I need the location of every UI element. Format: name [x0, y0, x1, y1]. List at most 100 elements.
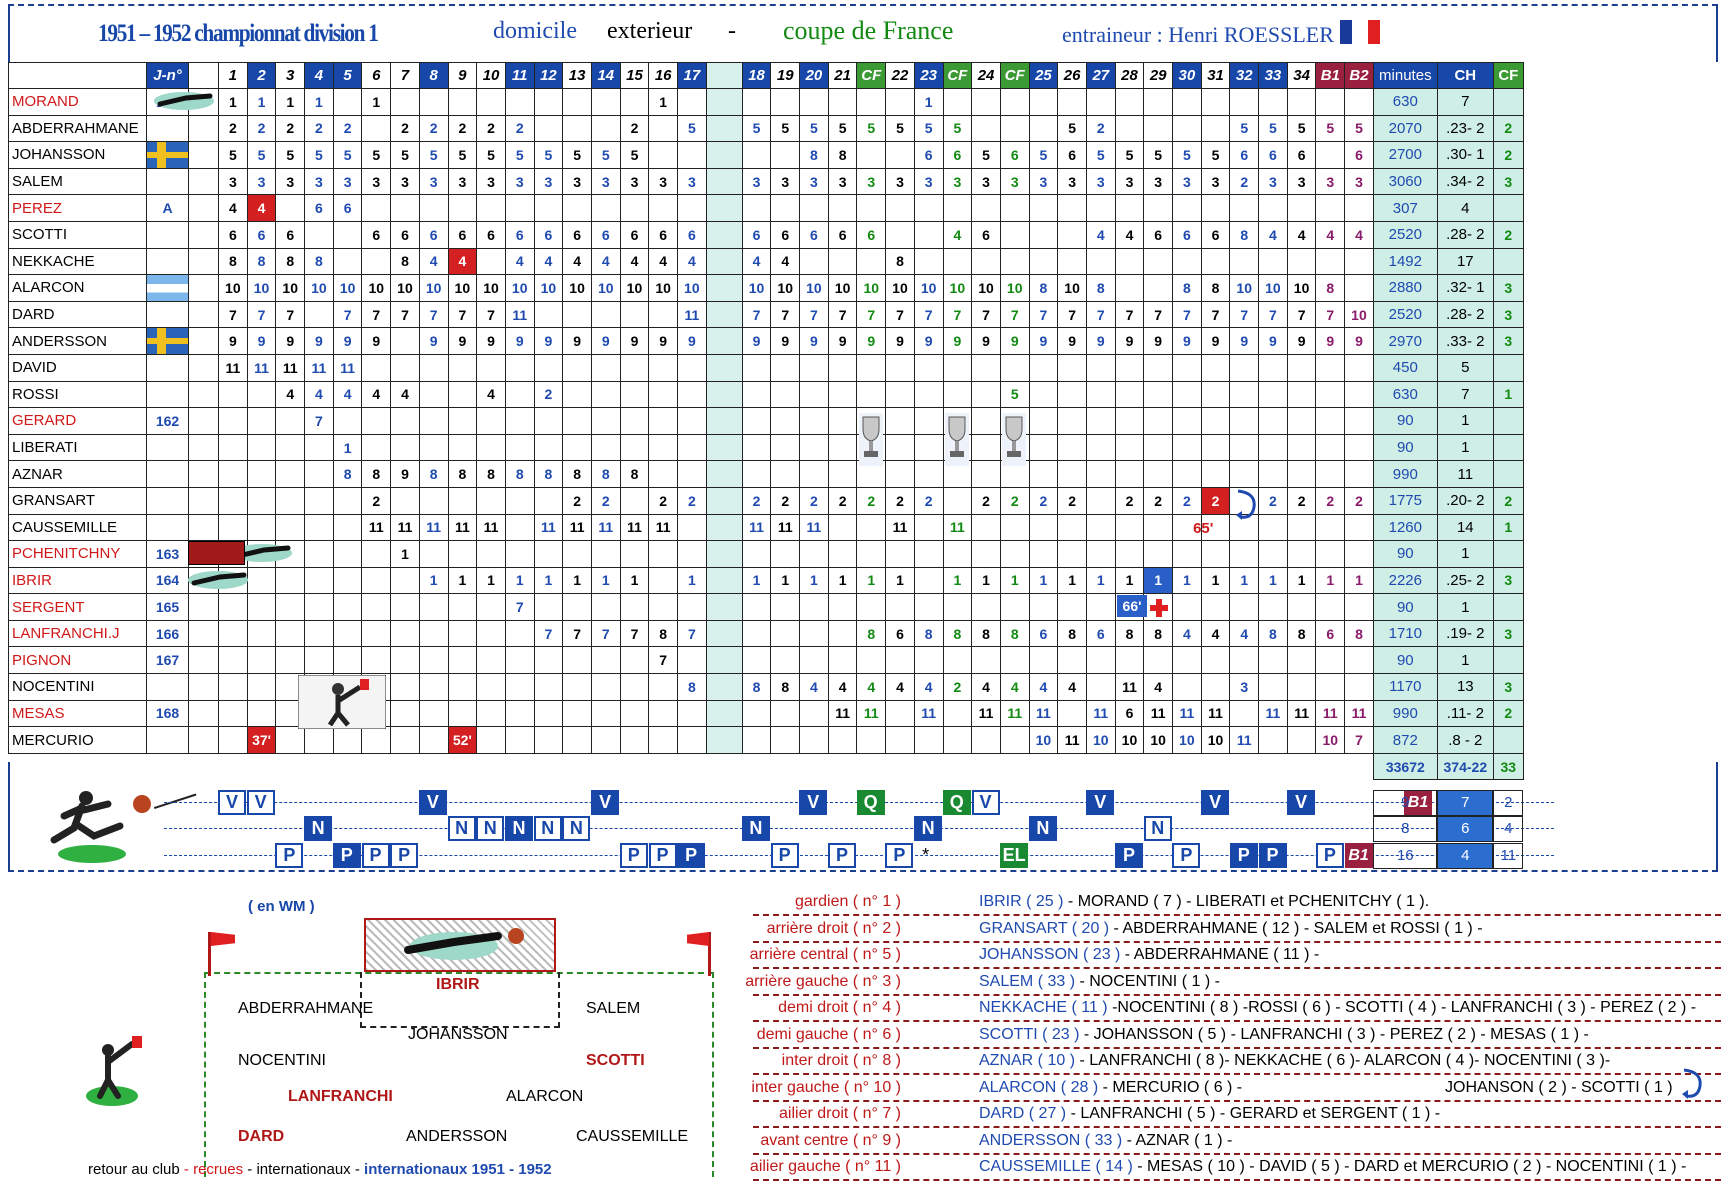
match-cell: 8: [1085, 274, 1116, 302]
match-cell: [705, 274, 743, 302]
match-cell: 2: [1028, 486, 1059, 515]
match-cell: 3: [885, 167, 915, 196]
match-cell: 1: [1229, 566, 1260, 595]
match-cell: [1143, 433, 1173, 462]
result-box-p: P: [677, 843, 706, 868]
player-ch: 14: [1436, 513, 1494, 542]
match-cell: [885, 88, 915, 116]
match-cell: 7: [447, 300, 478, 329]
player-ch: .8 - 2: [1436, 726, 1494, 754]
match-cell: [1200, 88, 1231, 116]
match-col-header: 24: [971, 62, 1001, 89]
match-cell: [218, 619, 248, 648]
formation-rw: CAUSSEMILLE: [576, 1128, 689, 1145]
player-cf: 2: [1492, 141, 1524, 169]
match-cell: [1258, 247, 1288, 276]
match-cell: 7: [1286, 300, 1317, 329]
match-cell: 2: [504, 114, 535, 143]
match-cell: [677, 433, 707, 462]
match-cell: 10: [1258, 274, 1288, 302]
match-cell: [799, 380, 829, 409]
match-cell: [332, 220, 363, 249]
lineup-rest: - NOCENTINI ( 1 ) -: [1075, 972, 1220, 990]
match-cell: [799, 619, 829, 648]
minutes-header: minutes: [1372, 62, 1438, 89]
match-cell: [1344, 274, 1374, 302]
match-cell: [590, 593, 621, 621]
match-cell: 4: [332, 380, 363, 409]
match-cell: 11: [885, 513, 915, 542]
match-cell: [1114, 194, 1145, 222]
match-cell: 4: [999, 673, 1030, 701]
player-jn: [146, 247, 189, 276]
lineup-rest: - MORAND ( 7 ) - LIBERATI et PCHENITCHY …: [1063, 893, 1430, 910]
match-cell: [447, 380, 478, 409]
match-cell: 5: [447, 141, 478, 169]
lineup-players: JOHANSSON ( 23 ) - ABDERRAHMANE ( 11 ) -: [979, 946, 1319, 964]
match-cell: [246, 380, 277, 409]
match-cell: [504, 194, 535, 222]
player-jn: [146, 380, 189, 409]
player-row: SCOTTI 6 6 6 6 6 6 6 6 6 6 6 6 6 6 6 6 6 6 6 6 4 6 4 4 6 6 6 8 4 4 4 4 25…: [8, 220, 1524, 249]
player-ch: 7: [1436, 88, 1494, 116]
player-minutes: 1492: [1372, 247, 1438, 276]
match-cell: 8: [275, 247, 306, 276]
match-cell: 2: [332, 114, 363, 143]
match-cell: 9: [418, 327, 449, 355]
match-cell: [648, 726, 678, 754]
match-cell: [246, 646, 277, 675]
match-cell: [275, 407, 306, 435]
player-jn: 164: [146, 566, 189, 595]
match-cell: 8: [827, 141, 858, 169]
match-cell: 8: [476, 460, 506, 488]
match-cell: [1344, 513, 1374, 542]
match-cell: [1172, 540, 1202, 568]
match-col-header: CF: [856, 62, 887, 89]
match-cell: [741, 699, 772, 728]
match-cell: [1114, 88, 1145, 116]
result-dash-line: [164, 855, 1554, 856]
match-cell: [1286, 88, 1317, 116]
match-cell: [504, 433, 535, 462]
match-cell: [827, 646, 858, 675]
match-cell: [942, 353, 973, 382]
player-minutes: 2520: [1372, 220, 1438, 249]
spacer-header: [188, 62, 219, 89]
match-cell: [218, 407, 248, 435]
match-cell: [218, 699, 248, 728]
match-cell: [856, 513, 887, 542]
match-cell: 1: [1172, 566, 1202, 595]
match-cell: 7: [562, 619, 592, 648]
match-cell: [856, 247, 887, 276]
match-cell: [1286, 540, 1317, 568]
match-cell: [971, 247, 1001, 276]
player-cf: 2: [1492, 114, 1524, 143]
match-cell: 4: [942, 220, 973, 249]
match-cell: [1315, 593, 1346, 621]
match-cell: 4: [1229, 619, 1260, 648]
match-cell: [619, 353, 650, 382]
result-box-p: P: [828, 843, 856, 868]
match-cell: [705, 300, 743, 329]
match-col-header: 3: [275, 62, 306, 89]
match-cell: 9: [590, 327, 621, 355]
match-cell: 2: [246, 114, 277, 143]
result-box-v: V: [1086, 790, 1115, 815]
match-cell: [332, 646, 363, 675]
match-cell: [1114, 433, 1145, 462]
match-cell: [677, 726, 707, 754]
match-cell: 10: [447, 274, 478, 302]
match-cell: 9: [476, 327, 506, 355]
match-cell: 8: [942, 619, 973, 648]
match-cell: 8: [1229, 220, 1260, 249]
match-cell: [275, 619, 306, 648]
match-cell: [1172, 194, 1202, 222]
formation-rh: SCOTTI: [586, 1052, 645, 1069]
match-cell: [648, 673, 678, 701]
match-cell: 4: [885, 673, 915, 701]
spacer-cell: [188, 726, 219, 754]
match-cell: [562, 407, 592, 435]
match-cell: 5: [885, 114, 915, 143]
match-cell: [1057, 513, 1087, 542]
match-cell: 7: [1258, 300, 1288, 329]
